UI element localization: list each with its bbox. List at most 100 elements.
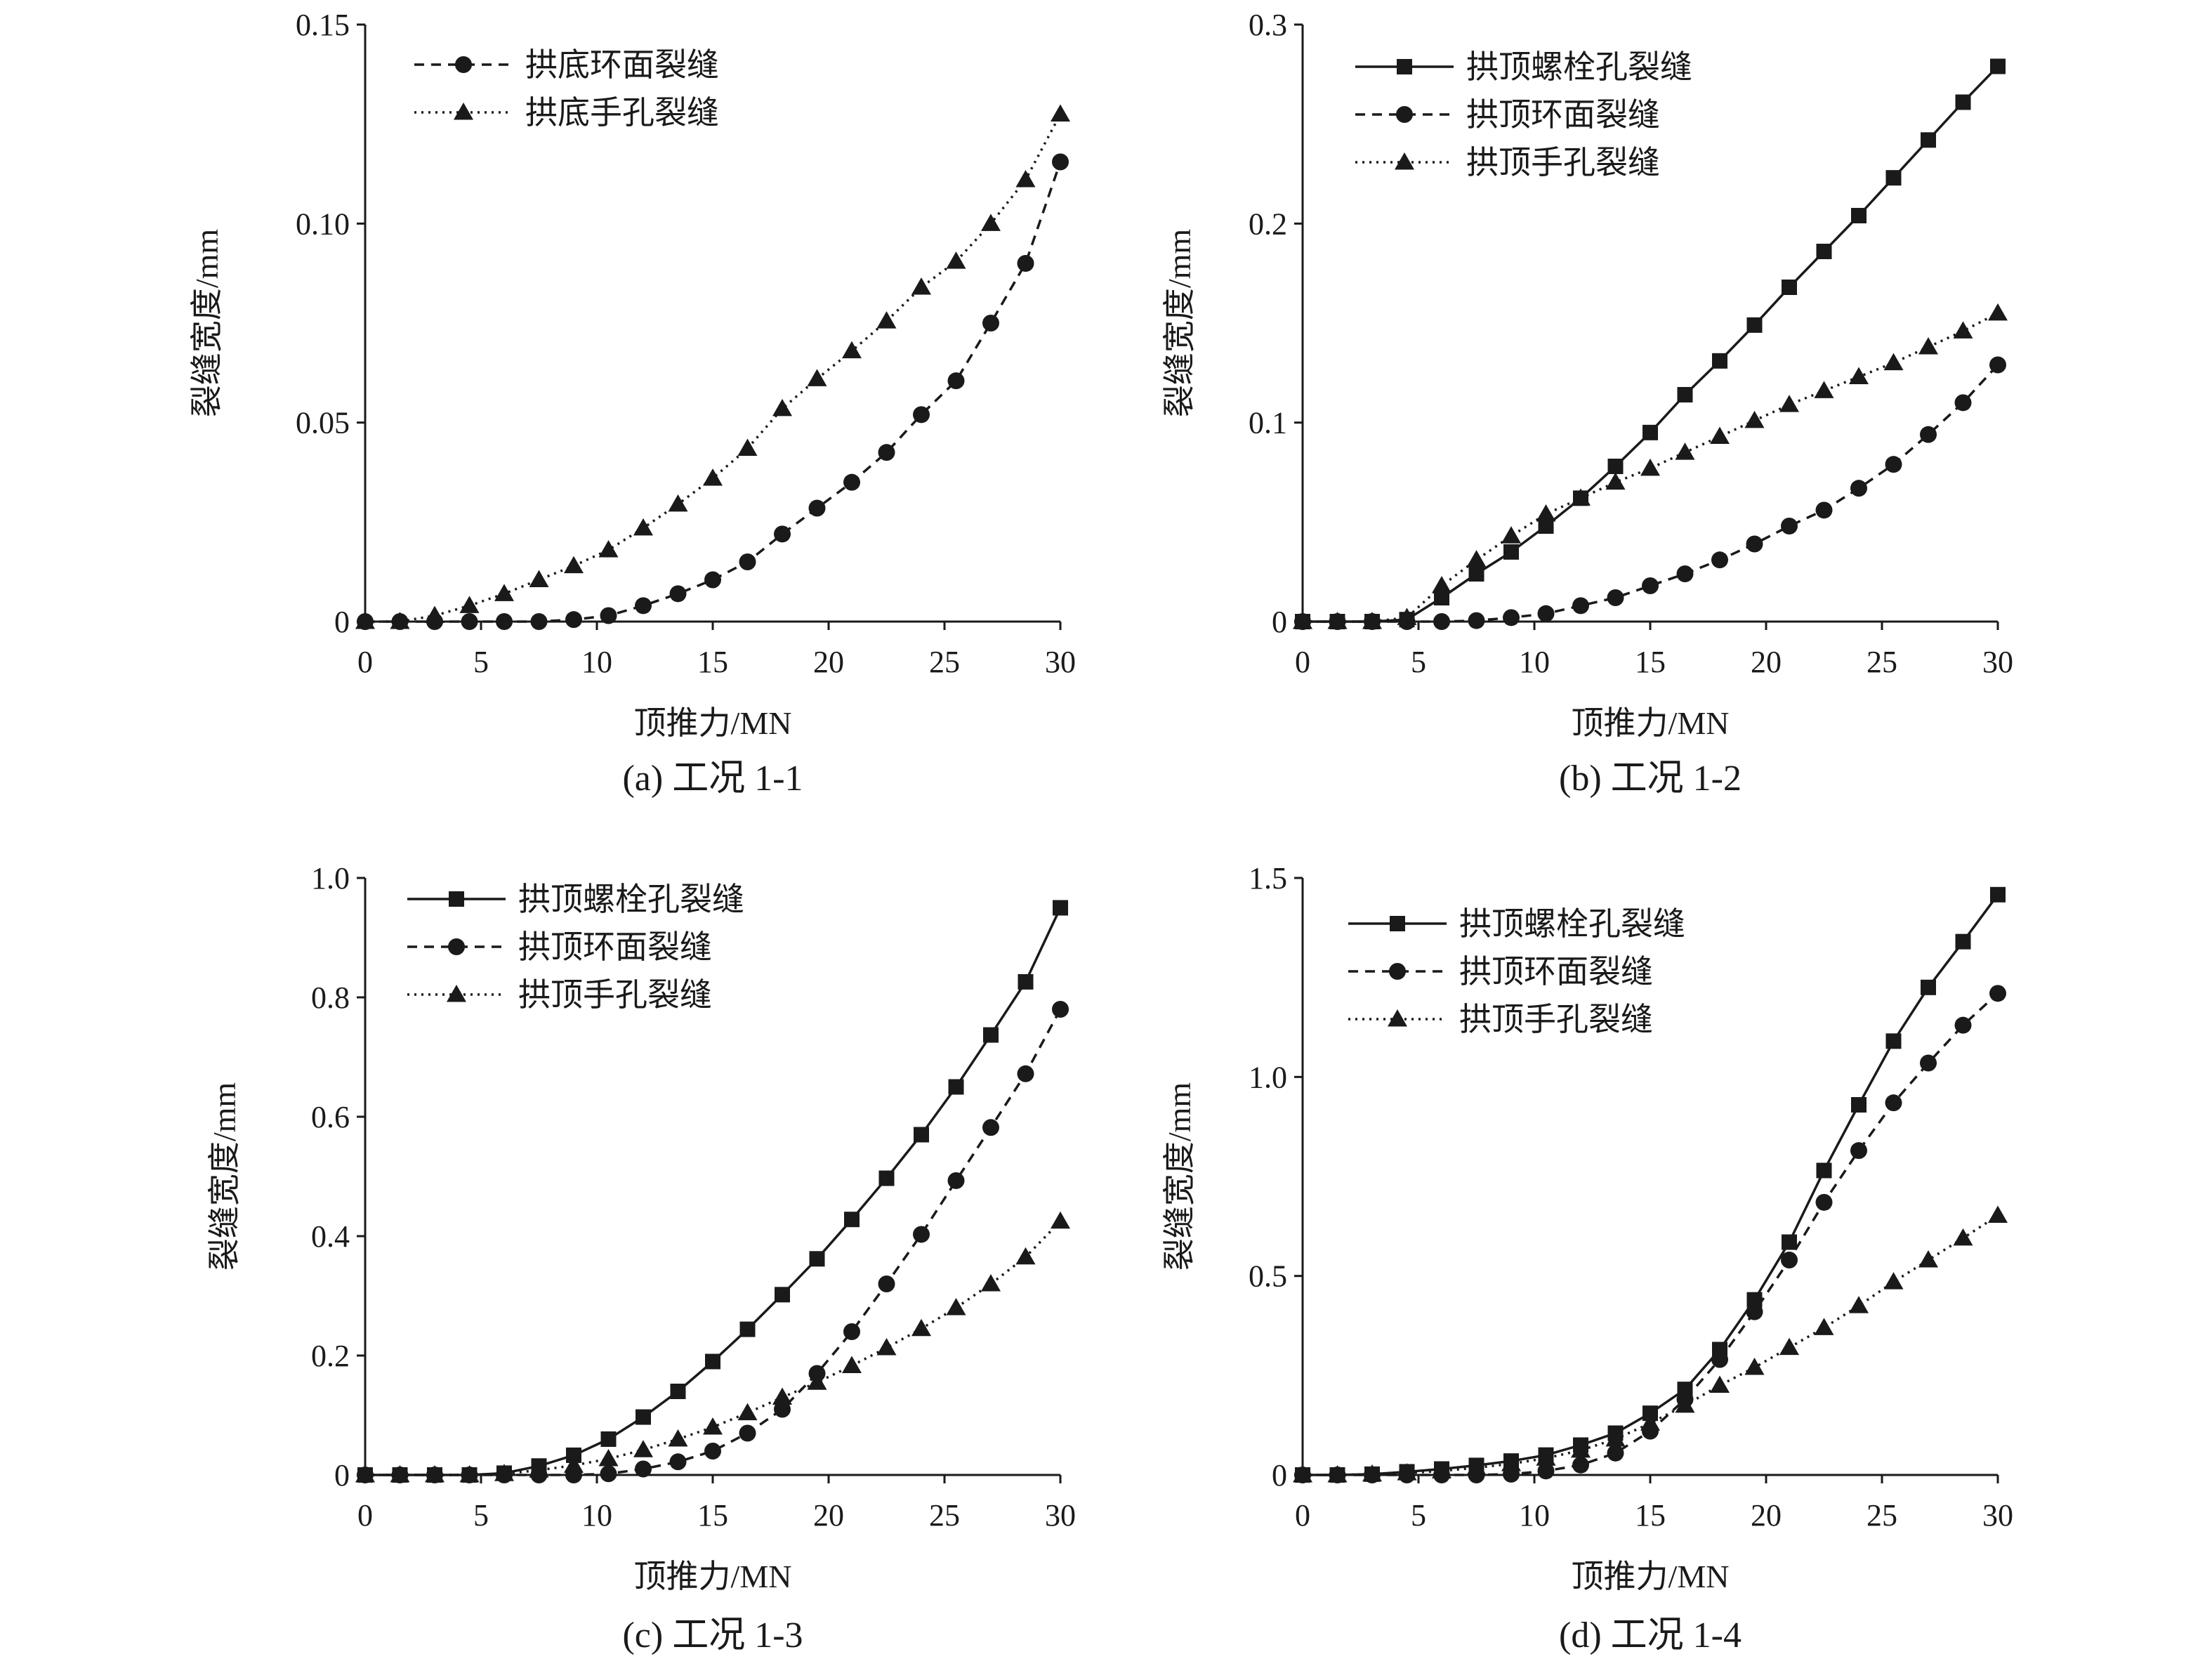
data-point-square xyxy=(809,1251,825,1267)
data-point-circle xyxy=(1815,1193,1833,1211)
data-point-triangle xyxy=(1362,1464,1382,1482)
data-point-square xyxy=(1885,1033,1902,1049)
data-point-circle xyxy=(878,1275,895,1292)
panel-caption: (c) 工况 1-3 xyxy=(622,1615,803,1655)
data-point-triangle xyxy=(1605,472,1626,490)
data-point-square xyxy=(636,1409,651,1425)
x-axis-title: 顶推力/MN xyxy=(1572,1559,1730,1594)
data-point-circle xyxy=(1850,480,1867,497)
data-point-triangle xyxy=(1675,442,1695,460)
x-tick-label: 20 xyxy=(1751,1498,1782,1533)
data-point-square xyxy=(1712,353,1727,369)
legend-marker-square xyxy=(449,891,464,907)
data-point-circle xyxy=(1746,535,1763,553)
data-point-triangle xyxy=(529,1460,549,1478)
x-tick-label: 5 xyxy=(473,645,489,679)
legend-marker-square xyxy=(1390,916,1405,931)
series-line xyxy=(1303,312,1999,623)
legend-label: 拱顶手孔裂缝 xyxy=(1459,1002,1653,1037)
data-point-circle xyxy=(947,372,965,390)
data-point-circle xyxy=(1989,356,2006,374)
data-point-triangle xyxy=(1849,367,1869,384)
data-point-triangle xyxy=(390,612,410,629)
data-point-triangle xyxy=(355,612,375,629)
data-point-square xyxy=(1885,170,1902,186)
data-point-triangle xyxy=(807,369,827,386)
data-point-circle xyxy=(1433,613,1450,630)
data-point-circle xyxy=(878,444,895,461)
data-point-circle xyxy=(1885,456,1902,473)
x-tick-label: 10 xyxy=(581,1498,612,1533)
legend-marker-triangle xyxy=(447,985,466,1002)
legend-marker-triangle xyxy=(1388,1009,1407,1027)
data-point-circle xyxy=(1017,1065,1034,1082)
data-point-square xyxy=(983,1027,999,1043)
y-axis-title: 裂缝宽度/mm xyxy=(189,229,225,418)
series-0 xyxy=(357,153,1069,630)
data-point-triangle xyxy=(1015,170,1036,188)
data-point-triangle xyxy=(1953,1228,1973,1246)
data-point-square xyxy=(1816,244,1832,259)
x-tick-label: 30 xyxy=(1982,645,2013,679)
data-point-triangle xyxy=(494,584,514,601)
data-point-square xyxy=(1503,544,1519,560)
data-point-triangle xyxy=(1293,1465,1312,1483)
y-tick-label: 0.15 xyxy=(296,8,350,42)
data-point-square xyxy=(1782,1234,1797,1250)
x-tick-label: 20 xyxy=(1751,645,1782,679)
data-point-square xyxy=(1642,1405,1658,1422)
data-point-circle xyxy=(1746,1303,1763,1320)
data-point-triangle xyxy=(1051,1211,1070,1229)
legend-label: 拱顶手孔裂缝 xyxy=(518,977,712,1013)
y-tick-label: 0.2 xyxy=(311,1339,350,1373)
data-point-square xyxy=(1468,566,1484,582)
data-point-circle xyxy=(1885,1094,1902,1112)
y-tick-label: 0.10 xyxy=(296,206,350,241)
data-point-circle xyxy=(1642,577,1659,594)
data-point-circle xyxy=(1781,518,1798,534)
data-point-circle xyxy=(739,1424,756,1442)
data-point-square xyxy=(1053,900,1068,916)
data-point-triangle xyxy=(598,540,619,558)
legend-label: 拱顶环面裂缝 xyxy=(518,929,712,965)
data-point-circle xyxy=(843,1323,860,1340)
data-point-circle xyxy=(1537,1462,1555,1480)
data-point-triangle xyxy=(807,1372,827,1390)
data-point-circle xyxy=(1537,605,1555,622)
data-point-triangle xyxy=(564,556,584,574)
series-line xyxy=(1303,364,1999,623)
data-point-circle xyxy=(913,1226,930,1243)
data-point-circle xyxy=(774,525,791,543)
data-point-square xyxy=(1677,387,1693,402)
data-point-triangle xyxy=(1779,1337,1799,1356)
chart-panel-b: 0 0.1 0.2 0.3 0 5 10 15 20 25 30 顶推力/MN 裂缝宽度/mm 拱顶螺栓孔… xyxy=(1161,8,2013,799)
x-tick-label: 30 xyxy=(1045,1498,1076,1533)
data-point-circle xyxy=(600,1465,617,1483)
legend-label: 拱顶螺栓孔裂缝 xyxy=(1459,906,1685,942)
data-point-triangle xyxy=(772,398,792,416)
y-tick-label: 0 xyxy=(334,605,350,639)
data-point-circle xyxy=(600,607,617,624)
x-tick-label: 15 xyxy=(1635,1498,1666,1533)
data-point-circle xyxy=(461,613,478,630)
legend-label: 拱底手孔裂缝 xyxy=(525,95,719,131)
series-2 xyxy=(355,1211,1070,1483)
x-axis-title: 顶推力/MN xyxy=(634,1559,792,1594)
x-axis-title: 顶推力/MN xyxy=(1572,705,1730,741)
data-point-triangle xyxy=(876,311,897,329)
x-tick-label: 10 xyxy=(1519,645,1550,679)
y-axis-title: 裂缝宽度/mm xyxy=(1161,229,1197,418)
data-point-square xyxy=(1955,933,1971,950)
data-point-triangle xyxy=(1397,608,1417,625)
series-line xyxy=(365,907,1062,1476)
data-point-triangle xyxy=(1432,1461,1451,1478)
x-tick-label: 5 xyxy=(1411,1498,1426,1533)
y-tick-label: 0.05 xyxy=(296,406,350,440)
legend-label: 拱顶手孔裂缝 xyxy=(1466,145,1660,181)
data-point-circle xyxy=(1711,551,1728,569)
data-point-triangle xyxy=(355,1465,375,1483)
data-point-triangle xyxy=(1466,550,1487,568)
y-tick-label: 0.4 xyxy=(311,1219,350,1254)
